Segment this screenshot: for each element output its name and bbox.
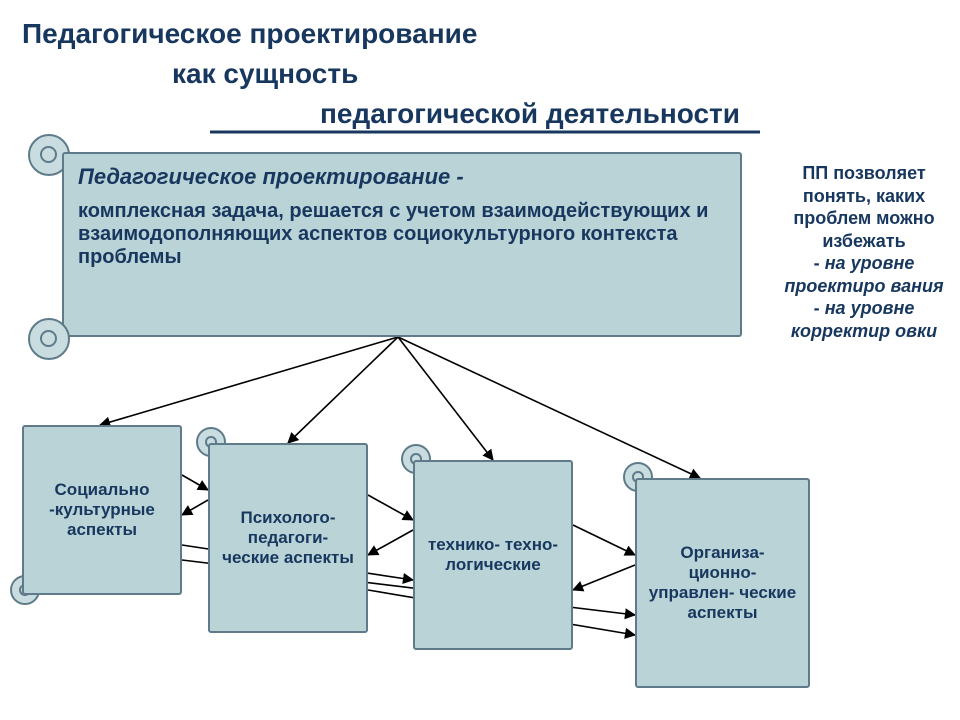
aspect-box-org: Организа- ционно- управлен- ческие аспек… <box>635 478 810 688</box>
bullet-dash: - <box>814 298 820 318</box>
title-line-2: как сущность <box>172 58 358 90</box>
side-note-bullet-1: на уровне проектиро вания <box>784 253 943 296</box>
scroll-corner-icon <box>28 318 70 360</box>
aspect-label: Социально -культурные аспекты <box>32 480 172 540</box>
aspect-box-tech: технико- техно- логические <box>413 460 573 650</box>
title-line-3: педагогической деятельности <box>320 98 740 130</box>
aspect-label: Психолого- педагоги- ческие аспекты <box>218 508 358 568</box>
side-note-intro: ПП позволяет понять, каких проблем можно… <box>772 162 956 252</box>
aspect-box-psyped: Психолого- педагоги- ческие аспекты <box>208 443 368 633</box>
aspect-label: технико- техно- логические <box>423 535 563 575</box>
side-note: ПП позволяет понять, каких проблем можно… <box>772 162 956 342</box>
title-line-1: Педагогическое проектирование <box>22 18 477 50</box>
definition-body: комплексная задача, решается с учетом вз… <box>78 200 730 269</box>
aspect-label: Организа- ционно- управлен- ческие аспек… <box>645 543 800 623</box>
definition-scroll: Педагогическое проектирование - комплекс… <box>62 152 742 337</box>
definition-title: Педагогическое проектирование - <box>78 164 730 190</box>
aspect-box-socio: Социально -культурные аспекты <box>22 425 182 595</box>
bullet-dash: - <box>814 253 820 273</box>
slide-stage: Педагогическое проектирование как сущнос… <box>0 0 960 720</box>
